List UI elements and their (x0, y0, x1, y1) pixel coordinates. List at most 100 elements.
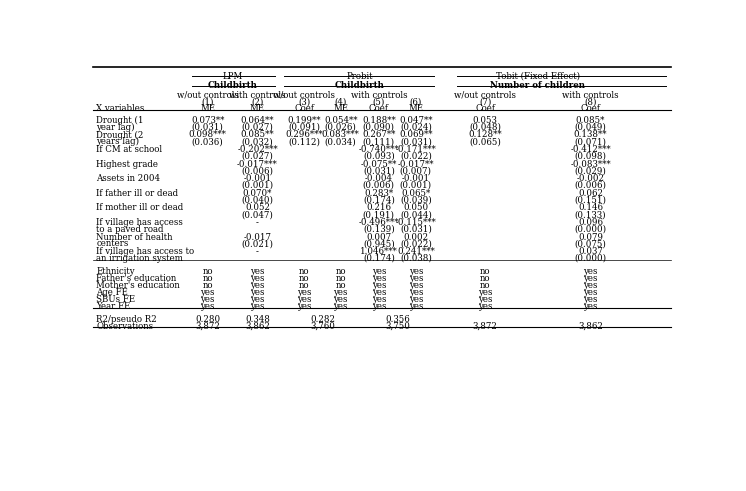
Text: -0.004: -0.004 (365, 174, 393, 183)
Text: 0.356: 0.356 (385, 315, 410, 324)
Text: 3,872: 3,872 (473, 322, 498, 331)
Text: 0.007: 0.007 (366, 233, 392, 242)
Text: yes: yes (583, 267, 598, 276)
Text: 0.085*: 0.085* (576, 116, 605, 125)
Text: R2/pseudo R2: R2/pseudo R2 (96, 315, 157, 324)
Text: yes: yes (583, 302, 598, 311)
Text: -0.075**: -0.075** (360, 160, 397, 169)
Text: (0.000): (0.000) (574, 254, 606, 263)
Text: 3,862: 3,862 (245, 322, 270, 331)
Text: no: no (202, 281, 213, 290)
Text: -: - (256, 247, 259, 256)
Text: (8): (8) (584, 98, 597, 107)
Text: (0.112): (0.112) (288, 137, 320, 146)
Text: 0.053: 0.053 (473, 116, 498, 125)
Text: yes: yes (478, 288, 492, 297)
Text: (0.024): (0.024) (400, 123, 432, 132)
Text: Childbirth: Childbirth (335, 81, 385, 90)
Text: 0.216: 0.216 (366, 203, 392, 213)
Text: 0.062: 0.062 (578, 189, 603, 198)
Text: with controls: with controls (229, 91, 286, 100)
Text: (0.098): (0.098) (574, 152, 606, 161)
Text: If village has access to: If village has access to (96, 247, 194, 256)
Text: ME: ME (200, 104, 216, 113)
Text: 0.002: 0.002 (404, 233, 428, 242)
Text: 0.138**: 0.138** (574, 131, 607, 139)
Text: 0.296***: 0.296*** (286, 131, 323, 139)
Text: -0.017: -0.017 (243, 233, 272, 242)
Text: 0.054**: 0.054** (324, 116, 357, 125)
Text: -: - (256, 218, 259, 227)
Text: 0.079: 0.079 (578, 233, 603, 242)
Text: yes: yes (250, 288, 265, 297)
Text: yes: yes (250, 302, 265, 311)
Text: yes: yes (297, 295, 312, 304)
Text: ME: ME (408, 104, 424, 113)
Text: (0.027): (0.027) (242, 123, 273, 132)
Text: -0.412***: -0.412*** (570, 145, 611, 154)
Text: -0.001: -0.001 (402, 174, 430, 183)
Text: (0.071): (0.071) (574, 137, 606, 146)
Text: yes: yes (478, 302, 492, 311)
Text: no: no (202, 274, 213, 283)
Text: If father ill or dead: If father ill or dead (96, 189, 178, 198)
Text: Age FE: Age FE (96, 288, 128, 297)
Text: -0.740***: -0.740*** (359, 145, 399, 154)
Text: LPM: LPM (222, 72, 242, 81)
Text: (0.139): (0.139) (363, 225, 395, 234)
Text: (0.021): (0.021) (242, 239, 274, 248)
Text: Drought (2: Drought (2 (96, 131, 143, 139)
Text: 0.282: 0.282 (310, 315, 335, 324)
Text: yes: yes (583, 274, 598, 283)
Text: If village has access: If village has access (96, 218, 183, 227)
Text: ME: ME (250, 104, 265, 113)
Text: -0.115***: -0.115*** (395, 218, 436, 227)
Text: 3,872: 3,872 (195, 322, 220, 331)
Text: 0.283*: 0.283* (364, 189, 393, 198)
Text: (0.038): (0.038) (400, 254, 432, 263)
Text: Number of health: Number of health (96, 233, 172, 242)
Text: 0.073**: 0.073** (191, 116, 225, 125)
Text: SBUs FE: SBUs FE (96, 295, 135, 304)
Text: no: no (480, 281, 490, 290)
Text: Mother's education: Mother's education (96, 281, 180, 290)
Text: (0.133): (0.133) (574, 210, 606, 219)
Text: Coef: Coef (580, 104, 601, 113)
Text: (5): (5) (373, 98, 385, 107)
Text: w/out controls: w/out controls (273, 91, 335, 100)
Text: Probit: Probit (347, 72, 373, 81)
Text: no: no (299, 281, 310, 290)
Text: 0.065*: 0.065* (401, 189, 430, 198)
Text: yes: yes (409, 295, 423, 304)
Text: 0.146: 0.146 (578, 203, 603, 213)
Text: -0.496***: -0.496*** (359, 218, 399, 227)
Text: yes: yes (409, 288, 423, 297)
Text: 0.348: 0.348 (245, 315, 270, 324)
Text: If CM at school: If CM at school (96, 145, 163, 154)
Text: with controls: with controls (351, 91, 407, 100)
Text: yes: yes (409, 274, 423, 283)
Text: Assets in 2004: Assets in 2004 (96, 174, 160, 183)
Text: -0.017**: -0.017** (398, 160, 434, 169)
Text: yes: yes (372, 302, 386, 311)
Text: 0.047**: 0.047** (399, 116, 433, 125)
Text: (0.039): (0.039) (400, 195, 432, 205)
Text: -0.171***: -0.171*** (395, 145, 436, 154)
Text: 0.069**: 0.069** (399, 131, 433, 139)
Text: -0.202***: -0.202*** (237, 145, 278, 154)
Text: (1): (1) (201, 98, 214, 107)
Text: (3): (3) (298, 98, 310, 107)
Text: Number of children: Number of children (490, 81, 586, 90)
Text: (0.000): (0.000) (574, 225, 606, 234)
Text: (0.090): (0.090) (363, 123, 395, 132)
Text: yes: yes (372, 288, 386, 297)
Text: no: no (336, 274, 346, 283)
Text: yes: yes (297, 288, 312, 297)
Text: yes: yes (372, 295, 386, 304)
Text: Coef: Coef (294, 104, 314, 113)
Text: no: no (299, 274, 310, 283)
Text: Childbirth: Childbirth (207, 81, 257, 90)
Text: yes: yes (297, 302, 312, 311)
Text: (0.029): (0.029) (574, 166, 606, 175)
Text: yes: yes (250, 267, 265, 276)
